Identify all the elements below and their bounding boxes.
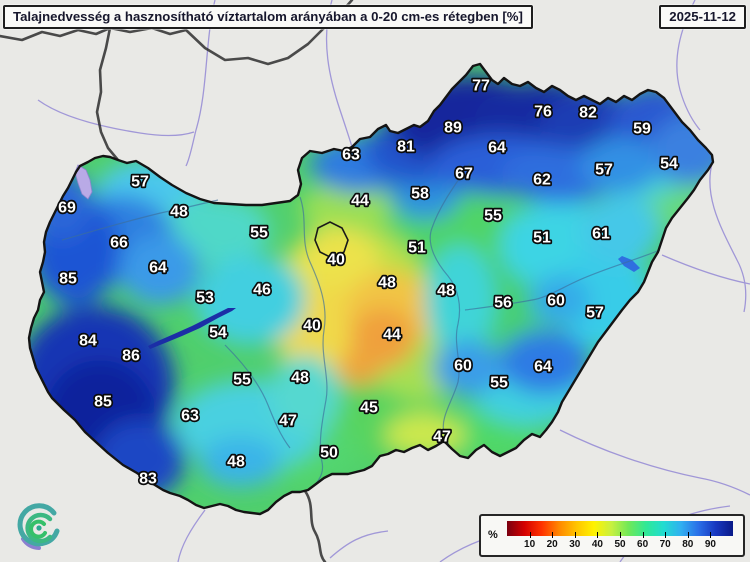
station-value: 53 — [196, 290, 214, 307]
rivers-inside — [61, 162, 661, 492]
legend-tick-label: 20 — [546, 539, 558, 550]
legend-tickmark — [665, 532, 667, 538]
legend-tickmark — [642, 532, 644, 538]
station-value: 82 — [579, 105, 597, 122]
lake-ferto — [74, 164, 93, 200]
station-value: 86 — [122, 348, 140, 365]
station-value: 50 — [320, 445, 338, 462]
station-value: 48 — [291, 370, 309, 387]
map-date: 2025-11-12 — [659, 5, 746, 29]
legend-tickmark — [552, 532, 554, 538]
station-value: 85 — [59, 271, 77, 288]
station-value: 54 — [660, 156, 678, 173]
legend-tickmark — [710, 532, 712, 538]
station-value: 60 — [454, 358, 472, 375]
station-value: 48 — [437, 283, 455, 300]
station-value: 57 — [586, 305, 604, 322]
budapest-boundary — [314, 221, 349, 259]
map-title: Talajnedvesség a hasznosítható víztartal… — [3, 5, 533, 29]
station-value: 47 — [433, 429, 451, 446]
legend-tick-label: 90 — [704, 539, 716, 550]
station-value: 76 — [534, 104, 552, 121]
station-value: 44 — [383, 327, 401, 344]
legend-tick-label: 70 — [659, 539, 671, 550]
station-value: 60 — [547, 293, 565, 310]
station-value: 46 — [253, 282, 271, 299]
station-value: 85 — [94, 394, 112, 411]
station-value: 48 — [227, 454, 245, 471]
station-value: 63 — [342, 147, 360, 164]
station-value: 59 — [633, 121, 651, 138]
station-value: 44 — [351, 193, 369, 210]
station-value: 84 — [79, 333, 97, 350]
station-value: 55 — [233, 372, 251, 389]
station-value: 56 — [494, 295, 512, 312]
station-value: 64 — [534, 359, 552, 376]
station-value: 40 — [303, 318, 321, 335]
station-value: 69 — [58, 200, 76, 217]
station-value: 58 — [411, 186, 429, 203]
legend-colorbar — [507, 521, 733, 536]
station-value: 57 — [595, 162, 613, 179]
station-value: 77 — [472, 78, 490, 95]
station-value: 51 — [533, 230, 551, 247]
station-value: 55 — [490, 375, 508, 392]
lake-balaton — [148, 308, 236, 349]
station-value: 81 — [397, 139, 415, 156]
station-value: 40 — [327, 252, 345, 269]
legend-tickmark — [620, 532, 621, 538]
station-value: 64 — [488, 140, 506, 157]
legend-tickmark — [529, 532, 531, 538]
legend-tickmark — [687, 532, 689, 538]
station-value: 54 — [209, 325, 227, 342]
lake-tisza — [618, 256, 640, 272]
station-value: 55 — [250, 225, 268, 242]
legend-tick-label: 80 — [682, 539, 694, 550]
station-value: 61 — [592, 226, 610, 243]
station-value: 48 — [170, 204, 188, 221]
legend-tick-label: 40 — [591, 539, 603, 550]
legend-tickmark — [574, 532, 576, 538]
station-values: 77 76 82 89 59 81 64 63 54 57 67 62 57 58 44 69 48 55 55 61… — [56, 76, 679, 489]
station-value: 62 — [533, 172, 551, 189]
legend-tick-label: 30 — [569, 539, 581, 550]
station-value: 57 — [131, 174, 149, 191]
legend-unit-label: % — [488, 529, 498, 541]
hungary-border — [27, 62, 715, 516]
legend-tick-label: 50 — [614, 539, 626, 550]
station-value: 48 — [378, 275, 396, 292]
hungaromet-logo — [17, 503, 60, 550]
station-value: 64 — [149, 260, 167, 277]
legend-tick-label: 60 — [637, 539, 649, 550]
station-value: 47 — [279, 413, 297, 430]
station-value: 51 — [408, 240, 426, 257]
station-value: 63 — [181, 408, 199, 425]
station-value: 55 — [484, 208, 502, 225]
station-value: 67 — [455, 166, 473, 183]
station-value: 89 — [444, 120, 462, 137]
station-value: 45 — [360, 400, 378, 417]
station-value: 83 — [139, 471, 157, 488]
legend-tickmark — [597, 532, 599, 538]
station-value: 66 — [110, 235, 128, 252]
legend-tick-label: 10 — [524, 539, 536, 550]
legend: % 10 20 30 40 50 60 70 80 90 — [479, 514, 745, 557]
